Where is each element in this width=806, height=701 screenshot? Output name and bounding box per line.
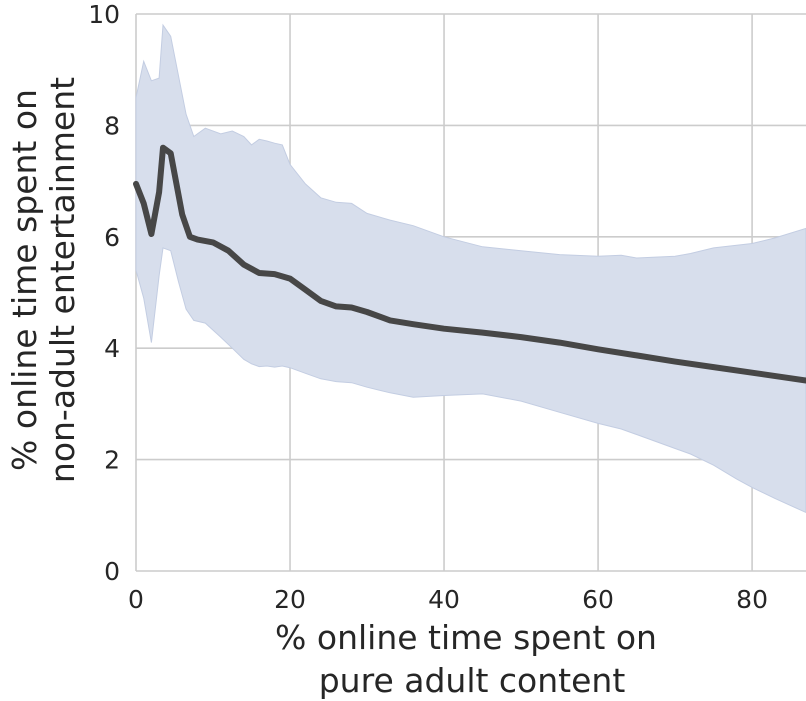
x-tick-label: 40: [428, 585, 460, 614]
y-axis-label-line-1: % online time spent on: [5, 89, 44, 471]
x-axis-label-line-1: % online time spent on: [275, 618, 657, 657]
y-tick-label: 0: [104, 557, 120, 586]
y-tick-label: 10: [88, 0, 120, 29]
x-tick-label: 0: [128, 585, 144, 614]
x-tick-label: 20: [274, 585, 306, 614]
x-tick-label: 60: [582, 585, 614, 614]
x-axis-label-line-2: pure adult content: [319, 661, 626, 700]
y-tick-labels: 0 2 4 6 8 10: [88, 0, 120, 586]
y-tick-label: 4: [104, 334, 120, 363]
x-tick-label: 80: [736, 585, 768, 614]
series-line: [133, 144, 806, 384]
y-tick-label: 8: [104, 111, 120, 140]
y-tick-label: 6: [104, 223, 120, 252]
y-tick-label: 2: [104, 446, 120, 475]
confidence-band: [135, 23, 806, 514]
y-axis-label-line-2: non-adult entertainment: [43, 77, 82, 483]
x-tick-labels: 0 20 40 60 80: [128, 585, 768, 614]
